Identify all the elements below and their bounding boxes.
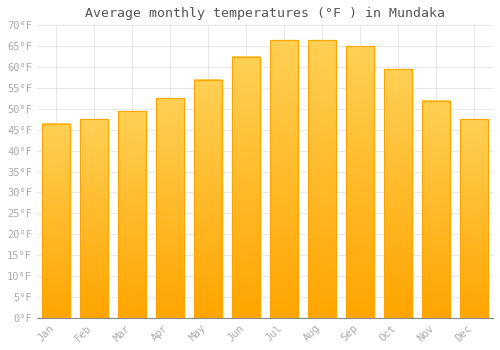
- Title: Average monthly temperatures (°F ) in Mundaka: Average monthly temperatures (°F ) in Mu…: [85, 7, 445, 20]
- Bar: [460, 119, 487, 318]
- Bar: [270, 40, 297, 318]
- Bar: [308, 40, 336, 318]
- Bar: [460, 119, 487, 318]
- Bar: [384, 69, 411, 318]
- Bar: [308, 40, 336, 318]
- Bar: [232, 57, 260, 318]
- Bar: [156, 98, 184, 318]
- Bar: [422, 100, 450, 318]
- Bar: [42, 124, 70, 318]
- Bar: [118, 111, 146, 318]
- Bar: [346, 46, 374, 318]
- Bar: [346, 46, 374, 318]
- Bar: [384, 69, 411, 318]
- Bar: [194, 79, 222, 318]
- Bar: [156, 98, 184, 318]
- Bar: [80, 119, 108, 318]
- Bar: [232, 57, 260, 318]
- Bar: [80, 119, 108, 318]
- Bar: [270, 40, 297, 318]
- Bar: [422, 100, 450, 318]
- Bar: [118, 111, 146, 318]
- Bar: [194, 79, 222, 318]
- Bar: [42, 124, 70, 318]
